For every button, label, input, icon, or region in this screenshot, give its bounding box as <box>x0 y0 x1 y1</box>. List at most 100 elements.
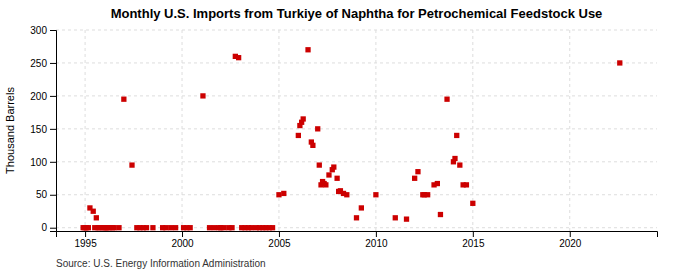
point <box>444 97 449 102</box>
title: Monthly U.S. Imports from Turkiye of Nap… <box>111 6 603 21</box>
point <box>425 192 430 197</box>
tick-label: 2000 <box>171 238 194 249</box>
point <box>315 126 320 131</box>
point <box>404 216 409 221</box>
tick-label: 200 <box>30 91 47 102</box>
points <box>80 47 622 230</box>
tick: 0 <box>41 222 56 233</box>
grid-line-y <box>56 194 657 195</box>
point <box>617 60 622 65</box>
point <box>373 192 378 197</box>
point <box>454 133 459 138</box>
grid-line-x <box>569 30 570 231</box>
tick: 150 <box>30 124 56 135</box>
point <box>116 225 121 230</box>
tick-mark <box>50 228 56 229</box>
tick-mark <box>473 231 474 237</box>
point <box>168 225 173 230</box>
tick-label: 2015 <box>462 238 485 249</box>
point <box>91 209 96 214</box>
point <box>331 164 336 169</box>
tick-mark <box>85 231 86 237</box>
point <box>452 156 457 161</box>
grid-line-y <box>56 161 657 162</box>
point <box>229 225 234 230</box>
point <box>359 205 364 210</box>
point <box>470 201 475 206</box>
point <box>326 172 331 177</box>
point <box>207 225 212 230</box>
tick-label: 2020 <box>559 238 582 249</box>
source: Source: U.S. Energy Information Administ… <box>56 258 266 269</box>
point <box>200 93 205 98</box>
x-axis: 1995 2000 2005 2010 2015 2020 <box>57 231 658 249</box>
point <box>144 225 149 230</box>
point <box>112 225 117 230</box>
point <box>296 133 301 138</box>
tick: 300 <box>30 25 56 36</box>
grid-line-x <box>375 30 376 231</box>
point <box>415 169 420 174</box>
axis-line <box>50 31 57 232</box>
point <box>221 225 226 230</box>
point <box>412 176 417 181</box>
point <box>236 55 241 60</box>
tick-mark <box>50 195 56 196</box>
point <box>188 225 193 230</box>
tick-mark <box>50 96 56 97</box>
grid-line-y <box>56 95 657 96</box>
tick-mark <box>50 30 56 31</box>
point <box>301 116 306 121</box>
point <box>249 225 254 230</box>
grid-line-y <box>56 62 657 63</box>
y-axis-title: Thousand Barrels <box>4 87 16 174</box>
point <box>281 191 286 196</box>
plot: 1995 2000 2005 2010 2015 2020 0 50 100 150 200 250 3… <box>30 25 657 249</box>
point <box>305 47 310 52</box>
tick-label: 150 <box>30 124 47 135</box>
grid-line-y <box>56 30 657 31</box>
point <box>86 225 91 230</box>
tick-label: 2005 <box>268 238 291 249</box>
point <box>121 97 126 102</box>
tick: 50 <box>36 189 56 200</box>
tick-mark <box>376 231 377 237</box>
point <box>163 225 168 230</box>
tick: 2000 <box>171 231 194 249</box>
tick-label: 300 <box>30 25 47 36</box>
point <box>317 162 322 167</box>
point <box>276 192 281 197</box>
tick-label: 2010 <box>365 238 388 249</box>
grid-line-x <box>278 30 279 231</box>
tick-label: 100 <box>30 157 47 168</box>
tick-mark <box>570 231 571 237</box>
point <box>212 225 217 230</box>
point <box>150 225 155 230</box>
point <box>393 215 398 220</box>
tick: 200 <box>30 91 56 102</box>
tick: 2010 <box>365 231 388 249</box>
tick-label: 50 <box>36 189 48 200</box>
tick-label: 250 <box>30 58 47 69</box>
tick-mark <box>182 231 183 237</box>
point <box>173 225 178 230</box>
tick: 1995 <box>74 231 97 249</box>
tick: 2015 <box>462 231 485 249</box>
axis-line <box>57 232 658 238</box>
tick-mark <box>279 231 280 237</box>
tick: 2020 <box>559 231 582 249</box>
tick-mark <box>50 162 56 163</box>
point <box>334 176 339 181</box>
tick: 100 <box>30 157 56 168</box>
tick: 2005 <box>268 231 291 249</box>
point <box>310 143 315 148</box>
grid-line-x <box>85 30 86 231</box>
tick-mark <box>50 63 56 64</box>
point <box>323 182 328 187</box>
tick: 250 <box>30 58 56 69</box>
grid <box>56 30 657 231</box>
point <box>457 162 462 167</box>
point <box>438 212 443 217</box>
point <box>270 225 275 230</box>
point <box>354 215 359 220</box>
